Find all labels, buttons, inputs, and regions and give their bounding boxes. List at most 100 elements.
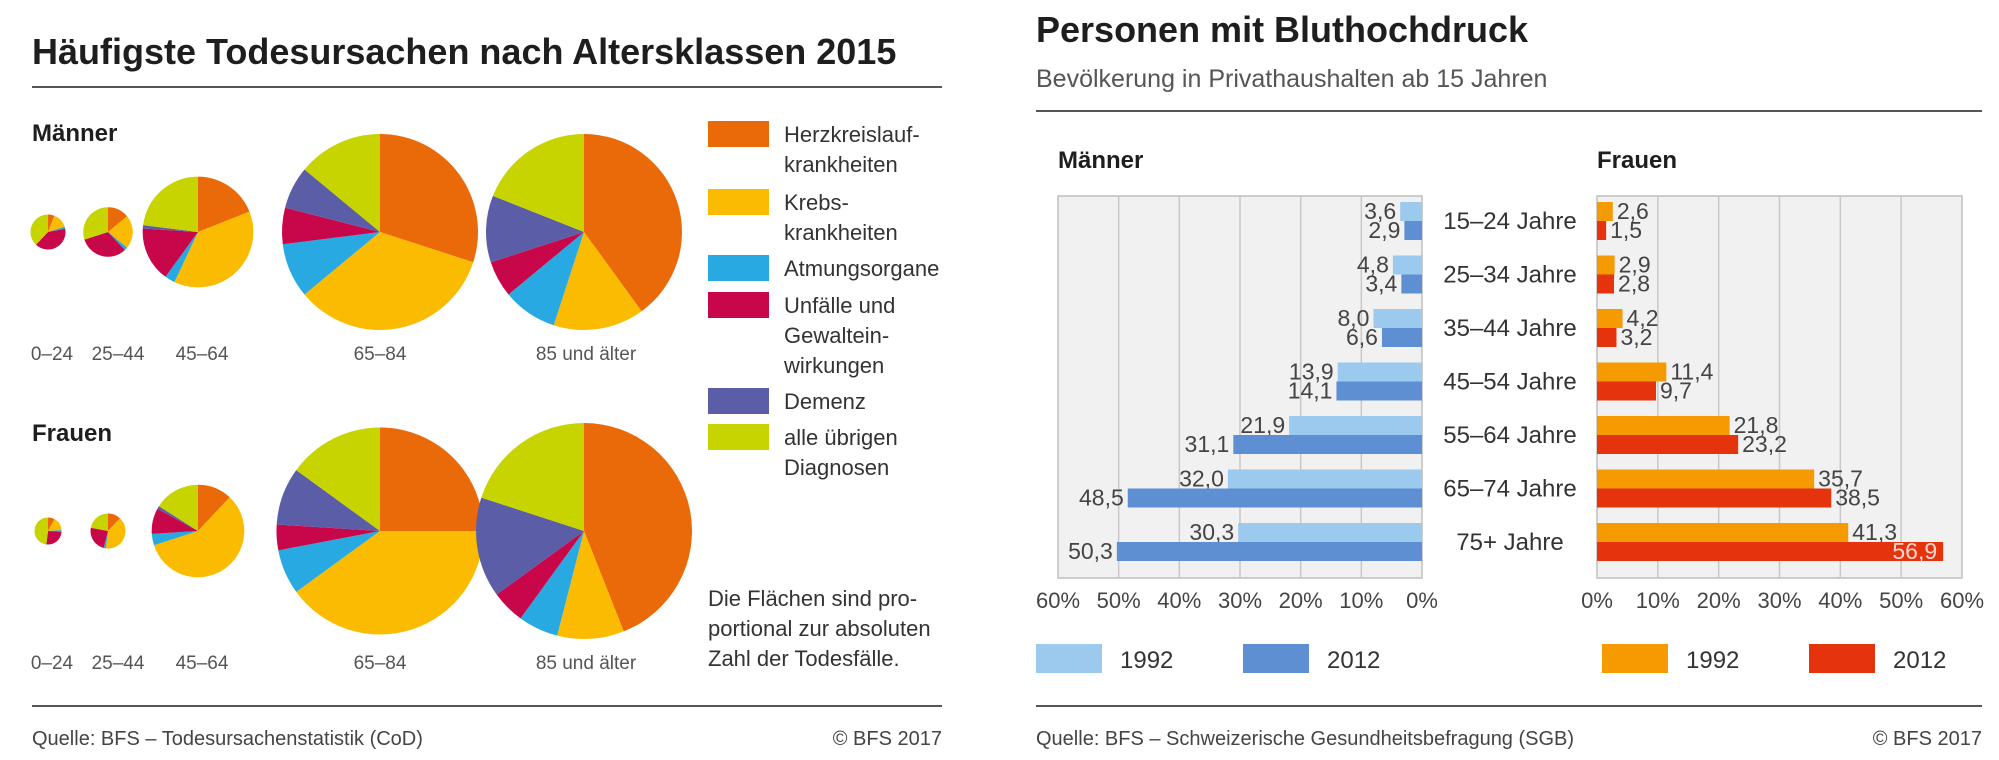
men-bar-2012 [1404, 221, 1422, 240]
pie-slice-frauen-4-krebs [557, 531, 624, 639]
women-bar-2012 [1597, 221, 1607, 240]
pie-slice-maenner-2-atmung [165, 232, 198, 283]
age-category-label: 75+ Jahre [1456, 529, 1563, 556]
women-bar-1992 [1597, 362, 1667, 382]
bar-chart-women: 0% 10% 20% 30% 40% 50% 60% 2,61,5 2,92,8 4,23,2 11… [1581, 195, 1984, 613]
pie-slice-maenner-3-atmung [282, 232, 380, 295]
men-value-label-2012: 31,1 [1185, 431, 1230, 457]
men-value-label-1992: 13,9 [1289, 359, 1334, 385]
women-value-label-2012: 2,8 [1618, 271, 1650, 297]
men-tick-label: 30% [1218, 588, 1262, 613]
men-bar-1992 [1392, 255, 1422, 275]
pie-slice-frauen-1-atmung [103, 531, 108, 549]
pie-slice-maenner-2-herz [198, 176, 250, 232]
legend-label-women-2012: 2012 [1893, 647, 1946, 674]
pie-legend-label-krebs: Krebs- [784, 190, 849, 215]
pie-legend-label-unfall: wirkungen [783, 353, 884, 378]
men-value-label-2012: 2,9 [1368, 217, 1400, 243]
pie-slice-maenner-1-unfall [84, 232, 125, 257]
pie-age-label: 25–44 [92, 344, 145, 365]
women-value-label-2012: 3,2 [1620, 324, 1652, 350]
pie-slice-frauen-3-atmung [278, 531, 380, 592]
men-value-label-1992: 30,3 [1189, 519, 1234, 545]
pie-slice-maenner-1-atmung [108, 232, 128, 251]
area-note-line-1: Die Flächen sind pro- [708, 586, 917, 611]
pie-slice-frauen-2-atmung [151, 531, 198, 546]
pie-slice-frauen-1-uebrige [90, 513, 108, 531]
age-category-label: 65–74 Jahre [1443, 476, 1576, 503]
pie-slice-frauen-2-uebrige [158, 484, 198, 531]
women-value-label-2012: 1,5 [1610, 217, 1642, 243]
women-tick-label: 30% [1757, 588, 1801, 613]
pie-legend-label-atmung: Atmungsorgane [784, 256, 939, 281]
pie-slice-frauen-1-krebs [105, 518, 126, 549]
age-category-label: 45–54 Jahre [1443, 369, 1576, 396]
pie-age-label: 85 und älter [536, 653, 637, 674]
men-bar-1992 [1289, 416, 1422, 435]
women-value-label-1992: 4,2 [1627, 305, 1659, 331]
women-tick-label: 10% [1636, 588, 1680, 613]
women-value-label-1992: 2,9 [1619, 252, 1651, 278]
men-bar-1992 [1373, 309, 1422, 328]
pie-legend-swatch-atmung [708, 255, 769, 281]
women-value-label-1992: 35,7 [1818, 466, 1863, 492]
pie-slice-maenner-0-uebrige [30, 214, 48, 245]
pie-age-label: 25–44 [92, 653, 145, 674]
pie-legend-label-herz: krankheiten [784, 152, 898, 177]
pie-slice-maenner-4-krebs [553, 232, 642, 331]
age-category-label: 25–34 Jahre [1443, 262, 1576, 289]
pie-age-label: 45–64 [176, 344, 229, 365]
men-bars-label: Männer [1058, 147, 1143, 174]
pie-legend-label-krebs: krankheiten [784, 220, 898, 245]
pie-legend-swatch-unfall [708, 292, 769, 318]
men-bar-2012 [1381, 328, 1422, 347]
pie-legend: Herzkreislauf-krankheiten Krebs-krankheit… [708, 121, 939, 480]
women-bar-2012 [1597, 542, 1944, 561]
pie-slice-frauen-1-unfall [90, 527, 108, 548]
women-bar-1992 [1597, 416, 1730, 435]
pie-slice-frauen-3-krebs [296, 531, 484, 635]
legend-swatch-men-1992 [1036, 644, 1102, 673]
legend-label-men-1992: 1992 [1120, 647, 1173, 674]
pie-legend-label-demenz: Demenz [784, 389, 866, 414]
pie-age-label: 85 und älter [536, 344, 637, 365]
women-value-label-2012: 9,7 [1660, 378, 1692, 404]
pie-age-label: 65–84 [354, 653, 407, 674]
pie-age-label: 65–84 [354, 344, 407, 365]
pie-age-label: 45–64 [176, 653, 229, 674]
pie-slice-maenner-2-krebs [174, 211, 254, 288]
pie-age-label: 0–24 [31, 653, 74, 674]
women-tick-label: 20% [1697, 588, 1741, 613]
pie-slice-maenner-4-atmung [508, 232, 584, 326]
women-tick-label: 50% [1879, 588, 1923, 613]
women-value-label-1992: 41,3 [1852, 519, 1897, 545]
men-value-label-1992: 32,0 [1179, 466, 1224, 492]
pie-slice-maenner-2-uebrige [143, 176, 198, 232]
left-source: Quelle: BFS – Todesursachenstatistik (Co… [32, 728, 423, 750]
pie-slice-maenner-2-demenz [142, 225, 198, 232]
pie-slice-maenner-3-uebrige [304, 134, 380, 232]
men-bar-1992 [1238, 523, 1422, 542]
pie-legend-label-uebrige: alle übrigen [784, 425, 898, 450]
women-bar-1992 [1597, 202, 1613, 221]
men-bar-1992 [1227, 469, 1422, 489]
pie-age-label: 0–24 [31, 344, 74, 365]
pie-slice-frauen-2-krebs [153, 497, 245, 578]
pie-slice-frauen-4-herz [584, 423, 692, 632]
pie-slice-frauen-0-krebs [48, 519, 62, 531]
right-panel: Personen mit Bluthochdruck Bevölkerung i… [1036, 9, 1984, 750]
pie-slice-maenner-4-uebrige [492, 134, 584, 232]
women-value-label-2012: 23,2 [1742, 431, 1787, 457]
women-bars-label: Frauen [1597, 147, 1677, 174]
women-tick-label: 40% [1818, 588, 1862, 613]
men-bar-2012 [1116, 542, 1422, 561]
men-bar-2012 [1233, 435, 1422, 454]
area-note-line-3: Zahl der Todesfälle. [708, 646, 900, 671]
pie-slice-frauen-3-uebrige [296, 427, 380, 531]
pie-slice-frauen-0-herz [48, 517, 55, 531]
pie-legend-swatch-herz [708, 121, 769, 147]
women-bar-2012 [1597, 488, 1832, 508]
men-value-label-2012: 48,5 [1079, 485, 1124, 511]
men-tick-label: 60% [1036, 588, 1080, 613]
